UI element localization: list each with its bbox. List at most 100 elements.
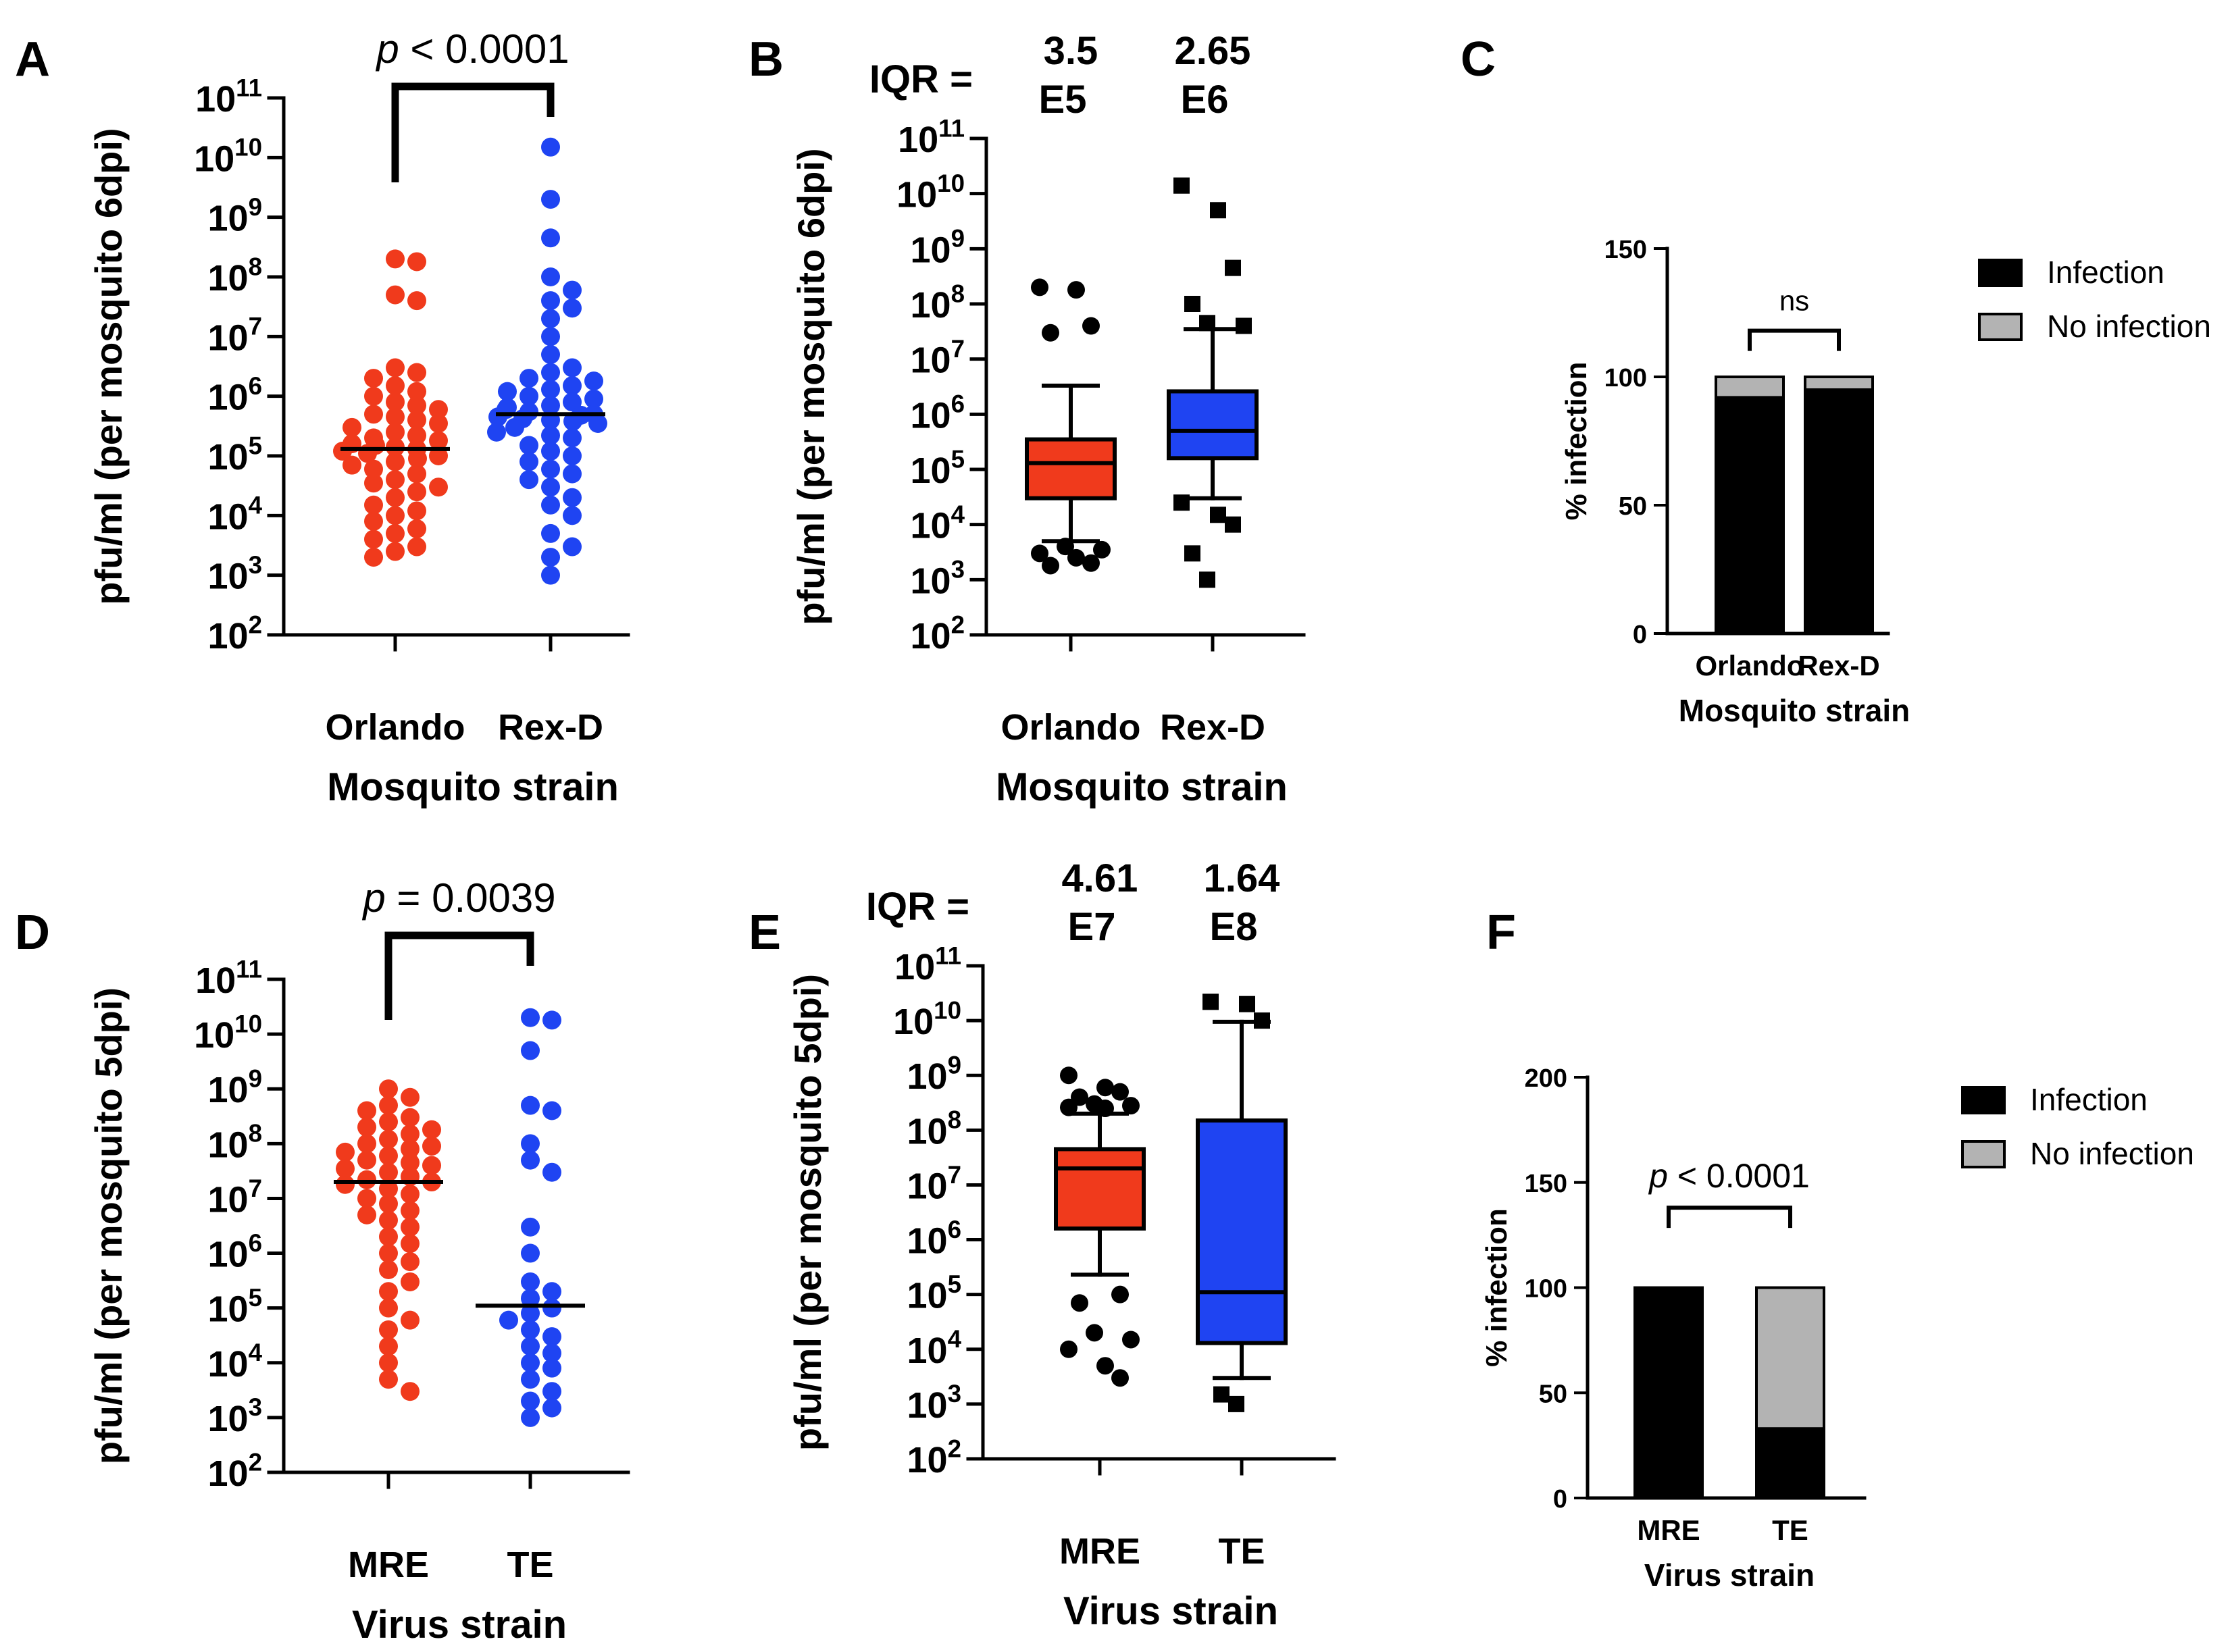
tick-exponent: 5: [249, 432, 262, 459]
data-point: [364, 473, 383, 493]
bracket-line: [384, 931, 534, 1020]
x-tick-label: Rex-D: [1160, 707, 1265, 748]
bar-segment-infection: [1804, 388, 1874, 635]
tick-exponent: 4: [951, 500, 965, 528]
bar-segment-infection: [1633, 1286, 1704, 1499]
iqr-mantissa: 4.61: [1062, 856, 1138, 900]
tick-base: 10: [208, 1125, 249, 1165]
iqr-mantissa: 1.64: [1204, 856, 1280, 900]
tick-exponent: 10: [234, 134, 262, 161]
bar-orlando: [1715, 376, 1785, 636]
data-point: [379, 1112, 398, 1132]
data-point: [541, 548, 560, 567]
outlier-point: [1111, 1285, 1129, 1303]
y-tick-label: 103: [208, 1393, 263, 1439]
y-tick-label: 105: [907, 1270, 962, 1316]
tick-exponent: 6: [249, 1229, 262, 1257]
data-point: [429, 477, 448, 497]
x-tick-label: Orlando: [325, 707, 465, 748]
x-tick-label: Orlando: [1000, 707, 1140, 748]
tick-base: 10: [195, 960, 236, 1001]
data-point: [422, 1156, 441, 1175]
outlier-point: [1096, 1357, 1114, 1375]
iqr-exponent: E8: [1210, 905, 1258, 949]
data-point: [357, 1170, 376, 1189]
data-point: [521, 1408, 540, 1427]
significance-bracket: p = 0.0039: [361, 875, 556, 1020]
tick-exponent: 5: [951, 445, 965, 473]
data-point: [541, 459, 560, 479]
data-point: [520, 470, 538, 490]
data-point: [541, 565, 560, 585]
data-point: [563, 358, 582, 378]
panel-letter: C: [1461, 32, 1496, 86]
tick-base: 10: [907, 1331, 948, 1371]
y-tick-label: 100: [1525, 1275, 1567, 1303]
tick-base: 10: [893, 1002, 934, 1042]
tick-exponent: 5: [948, 1270, 961, 1298]
data-point: [541, 327, 560, 346]
outlier-point: [1031, 278, 1048, 296]
data-point: [541, 425, 560, 445]
data-point: [542, 1162, 561, 1182]
outlier-point: [1042, 557, 1059, 575]
tick-exponent: 2: [249, 611, 262, 638]
y-tick-label: 109: [911, 225, 965, 271]
panel-letter: B: [749, 32, 784, 86]
x-axis-title: Virus strain: [352, 1603, 567, 1647]
legend-label: Infection: [2047, 255, 2164, 290]
tick-exponent: 11: [935, 941, 961, 969]
iqr-box: [1167, 389, 1259, 461]
data-point: [357, 1117, 376, 1137]
stat-symbol: p: [361, 875, 385, 921]
data-point: [521, 1008, 540, 1027]
panel-b: B10210310410510610710810910101011Orlando…: [749, 29, 1306, 809]
data-point: [343, 455, 361, 475]
y-tick-label: 102: [907, 1435, 962, 1480]
data-point: [541, 228, 560, 248]
stat-value: ns: [1779, 285, 1809, 317]
outlier-point: [1210, 202, 1226, 219]
data-point: [422, 1137, 441, 1156]
y-axis-title: pfu/ml (per mosquito 6dpi): [790, 148, 832, 625]
series-rex-d: [487, 137, 607, 585]
tick-base: 10: [911, 616, 951, 656]
y-tick-label: 103: [911, 556, 965, 602]
data-point: [541, 442, 560, 461]
y-tick-label: 109: [208, 1065, 263, 1111]
tick-exponent: 8: [249, 1120, 262, 1147]
outlier-point: [1254, 1012, 1270, 1029]
tick-exponent: 9: [948, 1052, 961, 1079]
data-point: [379, 1227, 398, 1247]
y-tick-label: 103: [907, 1380, 962, 1426]
tick-exponent: 10: [937, 170, 965, 197]
box-mre: [1054, 1066, 1146, 1387]
outlier-point: [1184, 296, 1200, 312]
x-axis-title: Mosquito strain: [327, 765, 619, 809]
y-tick-label: 107: [911, 335, 965, 381]
data-point: [379, 1179, 398, 1199]
data-point: [401, 1201, 420, 1220]
data-point: [520, 452, 538, 471]
tick-base: 10: [907, 1221, 948, 1262]
data-point: [521, 1303, 540, 1323]
data-point: [336, 1142, 355, 1162]
data-point: [386, 249, 405, 269]
data-point: [357, 1134, 376, 1154]
outlier-point: [1122, 1331, 1140, 1349]
data-point: [520, 436, 538, 455]
outlier-point: [1239, 996, 1255, 1012]
y-tick-label: 104: [911, 500, 965, 546]
series-mre: [334, 1079, 443, 1401]
outlier-point: [1071, 1294, 1088, 1312]
tick-exponent: 7: [249, 1175, 262, 1202]
stat-value: < 0.0001: [399, 26, 569, 72]
data-point: [407, 252, 426, 272]
data-point: [357, 1205, 376, 1224]
tick-base: 10: [907, 1440, 948, 1480]
data-point: [584, 389, 603, 409]
outlier-point: [1031, 544, 1048, 563]
